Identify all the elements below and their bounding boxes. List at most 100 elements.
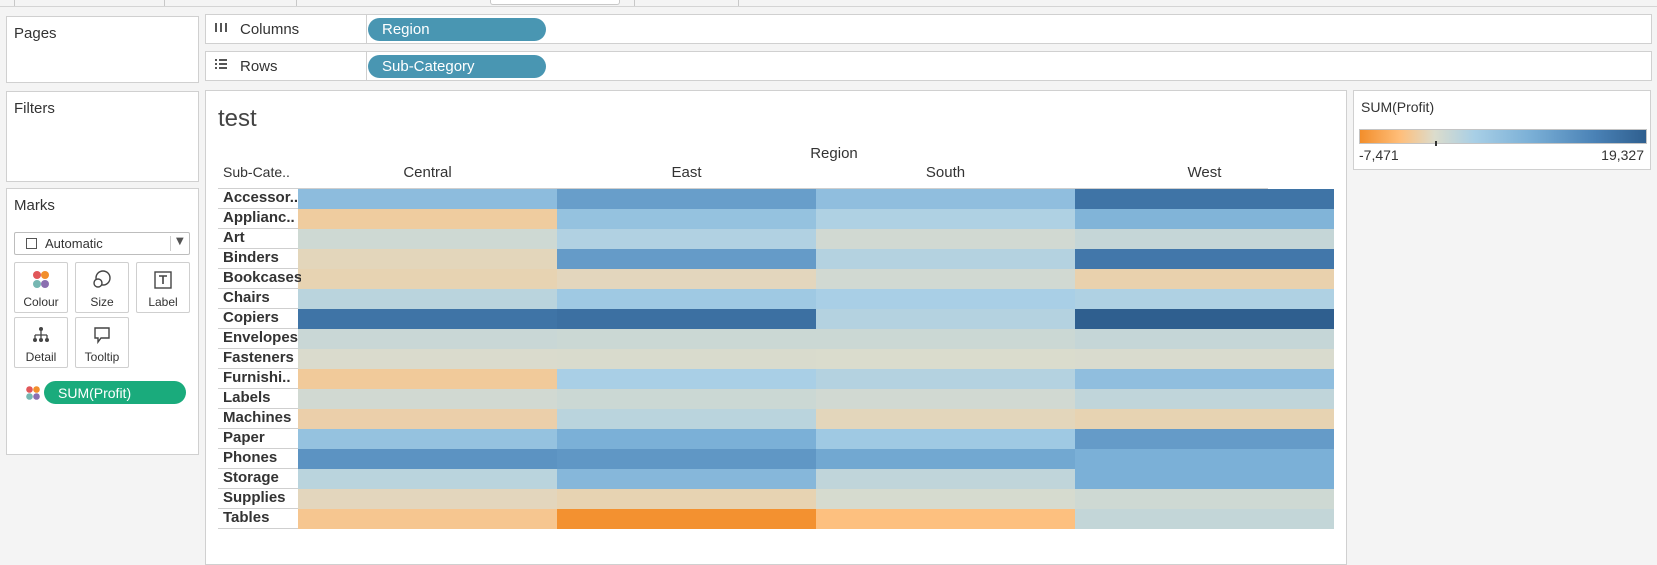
column-header-central[interactable]: Central [403, 164, 452, 181]
row-header[interactable]: Supplies [223, 489, 286, 506]
heatmap-cell[interactable] [557, 289, 816, 309]
row-header[interactable]: Furnishi.. [223, 369, 291, 386]
heatmap-cell[interactable] [816, 229, 1075, 249]
heatmap-cell[interactable] [298, 249, 557, 269]
heatmap-cell[interactable] [816, 289, 1075, 309]
heatmap-cell[interactable] [1075, 329, 1334, 349]
heatmap-cell[interactable] [816, 389, 1075, 409]
colour-button[interactable]: Colour [14, 262, 68, 313]
detail-button[interactable]: Detail [14, 317, 68, 368]
columns-shelf[interactable]: Columns Region [205, 14, 1652, 44]
row-header[interactable]: Copiers [223, 309, 279, 326]
rows-shelf[interactable]: Rows Sub-Category [205, 51, 1652, 81]
filters-card[interactable]: Filters [6, 91, 199, 182]
heatmap-cell[interactable] [298, 329, 557, 349]
heatmap-cell[interactable] [1075, 349, 1334, 369]
heatmap-cell[interactable] [1075, 369, 1334, 389]
row-field-header[interactable]: Sub-Cate.. [223, 164, 290, 180]
heatmap-cell[interactable] [816, 269, 1075, 289]
heatmap-cell[interactable] [557, 249, 816, 269]
heatmap-cell[interactable] [816, 409, 1075, 429]
heatmap-cell[interactable] [298, 349, 557, 369]
heatmap-cell[interactable] [298, 429, 557, 449]
column-header-south[interactable]: South [925, 164, 966, 181]
sub-category-pill[interactable]: Sub-Category [368, 55, 546, 78]
heatmap-cell[interactable] [1075, 209, 1334, 229]
heatmap-cell[interactable] [816, 189, 1075, 209]
heatmap-cell[interactable] [1075, 189, 1334, 209]
heatmap-cell[interactable] [557, 409, 816, 429]
heatmap-cell[interactable] [1075, 449, 1334, 469]
heatmap-cell[interactable] [816, 209, 1075, 229]
heatmap-cell[interactable] [298, 369, 557, 389]
chevron-down-icon[interactable]: ▼ [176, 236, 184, 247]
heatmap-cell[interactable] [1075, 249, 1334, 269]
heatmap-cell[interactable] [816, 369, 1075, 389]
heatmap-cell[interactable] [1075, 269, 1334, 289]
heatmap-cell[interactable] [1075, 429, 1334, 449]
row-header[interactable]: Storage [223, 469, 279, 486]
sum-profit-pill[interactable]: SUM(Profit) [44, 381, 186, 404]
heatmap-cell[interactable] [557, 389, 816, 409]
row-header[interactable]: Tables [223, 509, 270, 526]
heatmap-cell[interactable] [1075, 409, 1334, 429]
heatmap-cell[interactable] [1075, 289, 1334, 309]
heatmap-cell[interactable] [298, 469, 557, 489]
heatmap-cell[interactable] [1075, 489, 1334, 509]
worksheet-view[interactable]: test Region Sub-Cate.. Central East South W… [205, 90, 1347, 565]
label-button[interactable]: Label [136, 262, 190, 313]
heatmap-cell[interactable] [557, 229, 816, 249]
heatmap-cell[interactable] [557, 329, 816, 349]
row-header[interactable]: Art [223, 229, 245, 246]
heatmap-cell[interactable] [816, 489, 1075, 509]
row-header[interactable]: Envelopes [223, 329, 299, 346]
row-header[interactable]: Accessor.. [223, 189, 299, 206]
heatmap-cell[interactable] [816, 349, 1075, 369]
heatmap-cell[interactable] [298, 489, 557, 509]
row-header[interactable]: Labels [223, 389, 271, 406]
heatmap-cell[interactable] [557, 309, 816, 329]
column-header-east[interactable]: East [671, 164, 702, 181]
heatmap-cell[interactable] [816, 449, 1075, 469]
heatmap-cell[interactable] [298, 289, 557, 309]
row-header[interactable]: Binders [223, 249, 279, 266]
heatmap-cell[interactable] [816, 249, 1075, 269]
heatmap-cell[interactable] [557, 469, 816, 489]
size-button[interactable]: Size [75, 262, 129, 313]
heatmap-cell[interactable] [557, 209, 816, 229]
heatmap-cell[interactable] [816, 429, 1075, 449]
heatmap-cell[interactable] [816, 329, 1075, 349]
row-header[interactable]: Applianc.. [223, 209, 295, 226]
heatmap-cell[interactable] [298, 309, 557, 329]
mark-type-dropdown[interactable]: Automatic ▼ [14, 232, 190, 255]
heatmap-cell[interactable] [557, 349, 816, 369]
heatmap-cell[interactable] [298, 449, 557, 469]
heatmap-cell[interactable] [816, 509, 1075, 529]
heatmap-cell[interactable] [557, 269, 816, 289]
heatmap-cell[interactable] [298, 509, 557, 529]
heatmap-cell[interactable] [816, 309, 1075, 329]
region-pill[interactable]: Region [368, 18, 546, 41]
heatmap-cell[interactable] [1075, 309, 1334, 329]
heatmap-cell[interactable] [557, 369, 816, 389]
heatmap-cell[interactable] [557, 429, 816, 449]
profit-legend[interactable]: SUM(Profit) -7,471 19,327 [1353, 90, 1651, 170]
heatmap-cell[interactable] [816, 469, 1075, 489]
row-header[interactable]: Machines [223, 409, 292, 426]
row-header[interactable]: Bookcases [223, 269, 301, 286]
heatmap-cell[interactable] [298, 229, 557, 249]
heatmap-cell[interactable] [298, 209, 557, 229]
pages-card[interactable]: Pages [6, 16, 199, 83]
row-header[interactable]: Phones [223, 449, 278, 466]
heatmap-cell[interactable] [1075, 469, 1334, 489]
heatmap-cell[interactable] [298, 269, 557, 289]
row-header[interactable]: Fasteners [223, 349, 294, 366]
heatmap-cell[interactable] [1075, 389, 1334, 409]
heatmap-cell[interactable] [298, 389, 557, 409]
row-header[interactable]: Chairs [223, 289, 270, 306]
heatmap-cell[interactable] [557, 489, 816, 509]
heatmap-cell[interactable] [298, 409, 557, 429]
column-header-west[interactable]: West [1187, 164, 1222, 181]
heatmap-cell[interactable] [557, 189, 816, 209]
heatmap-cell[interactable] [1075, 229, 1334, 249]
